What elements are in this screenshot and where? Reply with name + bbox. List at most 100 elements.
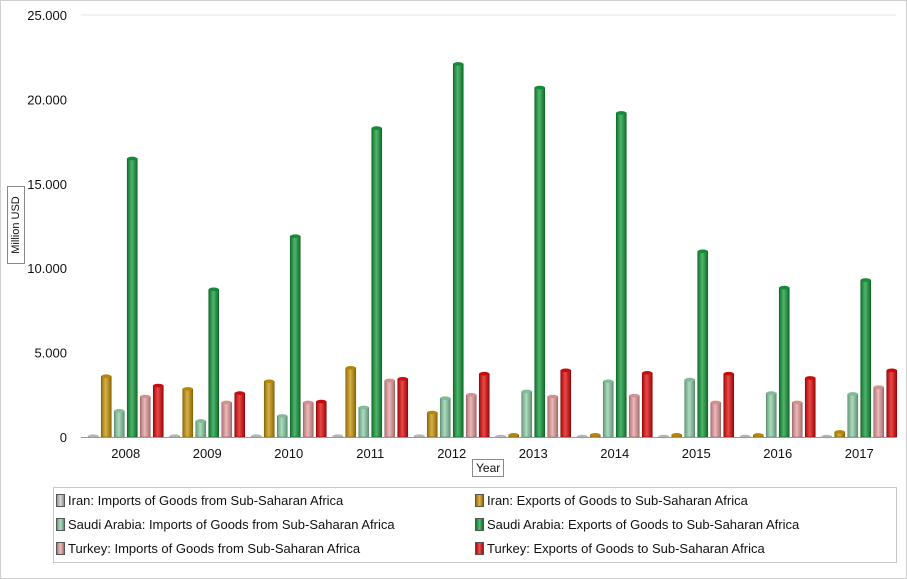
bar xyxy=(113,410,125,438)
legend-label: Turkey: Imports of Goods from Sub-Sahara… xyxy=(68,540,361,556)
bar-cap xyxy=(671,433,682,437)
bar-cap xyxy=(114,409,125,413)
bar xyxy=(302,402,314,438)
y-axis-label: Million USD xyxy=(10,196,22,254)
x-tick-labels: 2008 2009 2010 2011 2012 2013 2014 2015 2016 2017 xyxy=(111,446,873,461)
bar-cap xyxy=(697,249,708,254)
legend-label: Iran: Imports of Goods from Sub-Saharan … xyxy=(68,492,344,508)
legend-item: Turkey: Exports of Goods to Sub-Saharan … xyxy=(475,539,765,557)
bar-cap xyxy=(101,374,112,379)
bar-cap xyxy=(847,392,858,396)
legend-item: Iran: Exports of Goods to Sub-Saharan Af… xyxy=(475,491,748,509)
x-axis-label: Year xyxy=(472,459,505,477)
bar-cap xyxy=(208,287,219,292)
bar xyxy=(723,373,735,438)
bar xyxy=(371,127,383,438)
x-tick-label: 2017 xyxy=(845,446,874,461)
y-tick-label: 25.000 xyxy=(27,8,67,23)
bar xyxy=(860,279,872,438)
bar xyxy=(234,392,246,438)
y-tick-label: 15.000 xyxy=(27,177,67,192)
bar-cap xyxy=(453,62,464,66)
bar-cap xyxy=(127,156,138,161)
bar-cap xyxy=(358,405,369,410)
bar-cap xyxy=(316,399,327,404)
y-tick-label: 5.000 xyxy=(34,346,67,361)
bar-cap xyxy=(805,376,816,380)
bar-cap xyxy=(766,391,777,395)
bar xyxy=(791,402,803,438)
bar-cap xyxy=(221,400,232,405)
x-tick-label: 2012 xyxy=(437,446,466,461)
bar xyxy=(152,385,164,438)
y-tick-label: 10.000 xyxy=(27,261,67,276)
bar-cap xyxy=(345,365,356,370)
bar-cap xyxy=(616,111,627,115)
bar-cap xyxy=(290,234,301,238)
x-tick-label: 2013 xyxy=(519,446,548,461)
bar xyxy=(100,375,112,438)
x-tick-label: 2008 xyxy=(111,446,140,461)
bar-cap xyxy=(723,371,734,376)
bar-cap xyxy=(629,393,640,398)
legend-item: Saudi Arabia: Exports of Goods to Sub-Sa… xyxy=(475,515,799,533)
bar xyxy=(684,379,696,438)
bar-cap xyxy=(560,368,571,373)
bar xyxy=(534,87,546,438)
bar xyxy=(426,412,438,438)
bar xyxy=(126,158,138,438)
legend-swatch xyxy=(56,541,65,555)
bar-cap xyxy=(886,368,897,373)
bar xyxy=(547,396,559,438)
legend-item: Turkey: Imports of Goods from Sub-Sahara… xyxy=(56,539,360,557)
bar xyxy=(615,112,627,438)
bar-cap xyxy=(466,393,477,397)
legend-swatch xyxy=(56,493,65,507)
bar xyxy=(710,402,722,438)
bar-cap xyxy=(547,394,558,399)
bar xyxy=(439,397,451,438)
legend-item: Saudi Arabia: Imports of Goods from Sub-… xyxy=(56,515,395,533)
bar xyxy=(139,396,151,438)
bar-cap xyxy=(834,430,845,434)
legend-label: Saudi Arabia: Exports of Goods to Sub-Sa… xyxy=(487,516,800,532)
bar xyxy=(628,395,640,438)
bar xyxy=(873,386,885,438)
bar-cap xyxy=(277,414,288,418)
bar xyxy=(452,63,464,438)
legend-swatch xyxy=(475,517,484,531)
y-tick-label: 20.000 xyxy=(27,92,67,107)
bar xyxy=(847,393,859,438)
bar xyxy=(778,287,790,438)
bar-cap xyxy=(384,378,395,383)
legend-swatch xyxy=(56,517,65,531)
bar xyxy=(263,380,275,438)
bar xyxy=(345,367,357,438)
bar-cap xyxy=(860,278,871,282)
bar xyxy=(478,373,490,438)
bar xyxy=(315,401,327,438)
bar xyxy=(804,377,816,438)
x-tick-label: 2010 xyxy=(274,446,303,461)
bar xyxy=(886,370,898,438)
legend: Iran: Imports of Goods from Sub-Saharan … xyxy=(53,487,897,563)
bar-cap xyxy=(792,400,803,405)
bar-cap xyxy=(153,383,164,388)
bar-cap xyxy=(590,433,601,437)
bar xyxy=(697,251,709,438)
bar-cap xyxy=(642,371,653,375)
bar-cap xyxy=(534,85,545,90)
bar-cap xyxy=(684,377,695,382)
bar-cap xyxy=(479,371,490,376)
bar-cap xyxy=(710,400,721,405)
bar xyxy=(195,420,207,438)
bar xyxy=(289,235,301,438)
bar xyxy=(560,370,572,438)
bar-cap xyxy=(753,433,764,437)
legend-label: Saudi Arabia: Imports of Goods from Sub-… xyxy=(68,516,395,532)
bar-cap xyxy=(603,379,614,384)
legend-item: Iran: Imports of Goods from Sub-Saharan … xyxy=(56,491,343,509)
bar-cap xyxy=(195,419,206,423)
